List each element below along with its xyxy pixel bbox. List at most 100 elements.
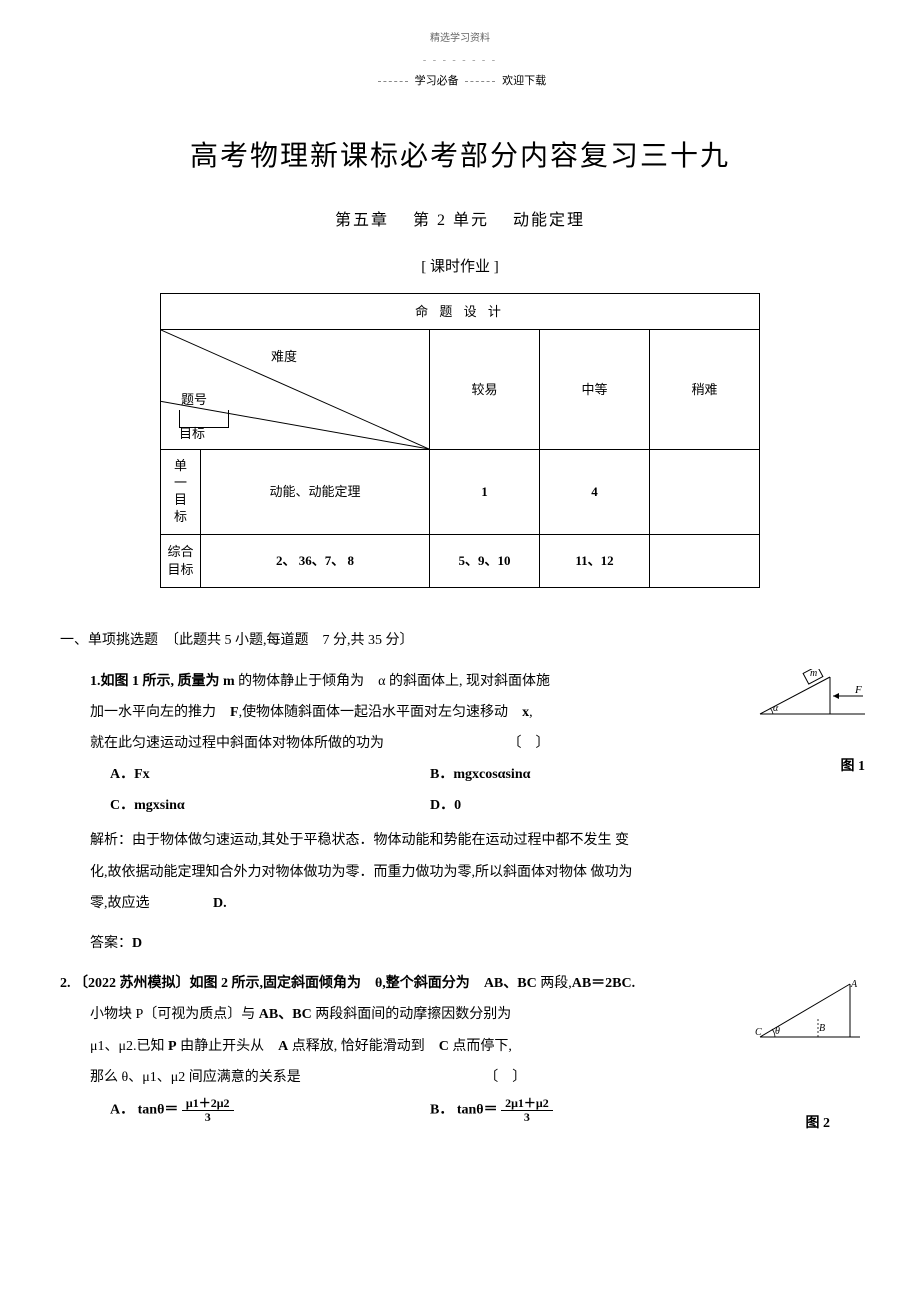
q2-l1a: 2. 〔2022 苏州模拟〕如图 2 所示,固定斜面倾角为 θ,整个斜面分为 xyxy=(60,976,484,991)
fig2-C: C xyxy=(755,1027,762,1038)
diag-difficulty: 难度 xyxy=(271,345,297,368)
q2-l3g: 点而停下, xyxy=(449,1039,512,1054)
row2-c2: 11、12 xyxy=(540,534,650,587)
q1-ans-label: 答案： xyxy=(90,936,132,951)
q2-l2c: 两段斜面间的动摩擦因数分别为 xyxy=(312,1007,512,1022)
q2-optA-pre: tanθ＝ xyxy=(138,1103,179,1118)
row2-label: 综合 目标 xyxy=(161,534,201,587)
q1-l3: 就在此匀速运动过程中斜面体对物体所做的功为 xyxy=(90,736,384,751)
row1-c3 xyxy=(650,450,760,535)
assignment-label: [ 课时作业 ] xyxy=(60,254,860,281)
row1-l4: 标 xyxy=(174,509,187,524)
q1-expl1: 解析：由于物体做匀速运动,其处于平稳状态．物体动能和势能在运动过程中都不发生 变 xyxy=(90,828,860,853)
q2-l2a: 小物块 P〔可视为质点〕与 xyxy=(90,1007,259,1022)
q1-optB: mgxcosαsinα xyxy=(453,767,530,782)
q2-optB-label: B． xyxy=(430,1103,453,1118)
row1-l3: 目 xyxy=(174,492,187,507)
q2-optB-pre: tanθ＝ xyxy=(457,1103,498,1118)
table-header: 命 题 设 计 xyxy=(161,293,760,329)
q2-l2b: AB、BC xyxy=(259,1007,312,1022)
row1-c2: 4 xyxy=(540,450,650,535)
row2-l1: 综合 xyxy=(167,544,193,559)
q1-l1a: 1.如图 1 所示, 质量为 xyxy=(90,674,223,689)
row2-c1: 5、9、10 xyxy=(430,534,540,587)
q1-expl3: 零,故应选 D. xyxy=(90,891,860,916)
q2-l4: 那么 θ、μ1、μ2 间应满意的关系是 xyxy=(90,1070,301,1085)
q1-options-cd: C．mgxsinα D．0 xyxy=(110,793,860,818)
q1-l2c: ,使物体随斜面体一起沿水平面对左匀速移动 xyxy=(239,705,523,720)
subtitle-topic: 动能定理 xyxy=(513,212,585,229)
row2-c3 xyxy=(650,534,760,587)
q2-line2: 小物块 P〔可视为质点〕与 AB、BC 两段斜面间的动摩擦因数分别为 xyxy=(90,1002,860,1027)
col-medium: 中等 xyxy=(540,330,650,450)
q2-optA-den: 3 xyxy=(201,1110,215,1124)
q2-l3b: P xyxy=(168,1039,177,1054)
q1-l1c: 的物体静止于倾角为 α 的斜面体上, 现对斜面体施 xyxy=(235,674,550,689)
q2-optA-num: μ1＋2μ2 xyxy=(182,1096,234,1111)
question-1: m F α 1.如图 1 所示, 质量为 m 的物体静止于倾角为 α 的斜面体上… xyxy=(90,669,860,957)
q1-l2a: 加一水平向左的推力 xyxy=(90,705,230,720)
q1-l2d: x xyxy=(522,705,529,720)
q2-line3: μ1、μ2.已知 P 由静止开头从 A 点释放, 恰好能滑动到 C 点而停下, xyxy=(90,1034,860,1059)
q1-l1b: m xyxy=(223,674,235,689)
fig1-alpha: α xyxy=(773,703,779,714)
q1-optA-label: A． xyxy=(110,767,134,782)
q2-l3c: 由静止开头从 xyxy=(177,1039,279,1054)
q1-answer: 答案：D xyxy=(90,931,860,956)
diag-num: 题号 xyxy=(181,388,207,411)
page-title: 高考物理新课标必考部分内容复习三十九 xyxy=(60,132,860,182)
header-subtitle: 学习必备 欢迎下载 xyxy=(60,72,860,92)
q1-options-ab: A．Fx B．mgxcosαsinα xyxy=(110,762,860,787)
q2-l3f: C xyxy=(439,1039,449,1054)
fig1-F: F xyxy=(854,684,862,696)
fig2-A: A xyxy=(850,979,858,990)
q2-optB-num: 2μ1＋μ2 xyxy=(501,1096,553,1111)
row2-l2: 目标 xyxy=(167,562,193,577)
figure-1-label: 图 1 xyxy=(841,754,866,779)
q1-expl3-text: 零,故应选 xyxy=(90,896,150,911)
design-table: 命 题 设 计 难度 题号 目标 较易 中等 稍难 单 一 目 标 动能、动能定… xyxy=(160,293,760,588)
q2-l1b: AB、BC xyxy=(484,976,537,991)
q2-l3a: μ1、μ2.已知 xyxy=(90,1039,168,1054)
fig2-B: B xyxy=(819,1023,825,1034)
row2-desc: 2、 36、7、 8 xyxy=(201,534,430,587)
q1-ans: D xyxy=(132,936,142,951)
figure-2-diagram: A B C θ xyxy=(755,979,865,1044)
col-hard: 稍难 xyxy=(650,330,760,450)
q2-line1: 2. 〔2022 苏州模拟〕如图 2 所示,固定斜面倾角为 θ,整个斜面分为 A… xyxy=(60,971,860,996)
row1-desc: 动能、动能定理 xyxy=(201,450,430,535)
q1-l2e: , xyxy=(529,705,533,720)
section-1-title: 一、单项挑选题 〔此题共 5 小题,每道题 7 分,共 35 分〕 xyxy=(60,628,860,653)
row1-l2: 一 xyxy=(174,475,187,490)
header-dashes: - - - - - - - - xyxy=(60,52,860,70)
q2-bracket: 〔 〕 xyxy=(484,1070,526,1085)
row1-c1: 1 xyxy=(430,450,540,535)
q1-optD: 0 xyxy=(454,798,461,813)
q1-optC: mgxsinα xyxy=(134,798,185,813)
q2-line4: 那么 θ、μ1、μ2 间应满意的关系是 〔 〕 xyxy=(90,1065,860,1090)
figure-1-diagram: m F α xyxy=(755,669,870,719)
q2-optB-den: 3 xyxy=(520,1110,534,1124)
subtitle-chapter: 第五章 xyxy=(335,212,389,229)
q1-optC-label: C． xyxy=(110,798,134,813)
row1-label: 单 一 目 标 xyxy=(161,450,201,535)
subtitle-unit: 第 2 单元 xyxy=(413,212,489,229)
q1-line1: 1.如图 1 所示, 质量为 m 的物体静止于倾角为 α 的斜面体上, 现对斜面… xyxy=(90,669,860,694)
diag-target: 目标 xyxy=(179,422,205,445)
question-2: A B C θ 2. 〔2022 苏州模拟〕如图 2 所示,固定斜面倾角为 θ,… xyxy=(60,971,860,1125)
fig1-m: m xyxy=(810,669,817,679)
q1-line3: 就在此匀速运动过程中斜面体对物体所做的功为 〔 〕 xyxy=(90,731,860,756)
col-easy: 较易 xyxy=(430,330,540,450)
subtitle: 第五章 第 2 单元 动能定理 xyxy=(60,207,860,236)
diagonal-header-cell: 难度 题号 目标 xyxy=(161,330,430,450)
header-sub-left: 学习必备 xyxy=(415,75,459,87)
q2-l3d: A xyxy=(278,1039,288,1054)
q1-line2: 加一水平向左的推力 F,使物体随斜面体一起沿水平面对左匀速移动 x, xyxy=(90,700,860,725)
q2-options-ab: A． tanθ＝ μ1＋2μ23 B． tanθ＝ 2μ1＋μ23 xyxy=(110,1096,860,1125)
q2-l1d: AB＝2BC. xyxy=(572,976,635,991)
header-watermark: 精选学习资料 xyxy=(60,30,860,48)
q1-expl3-ans: D. xyxy=(213,896,227,911)
q1-bracket: 〔 〕 xyxy=(508,736,550,751)
figure-2-label: 图 2 xyxy=(806,1111,831,1136)
q2-l1c: 两段, xyxy=(537,976,572,991)
